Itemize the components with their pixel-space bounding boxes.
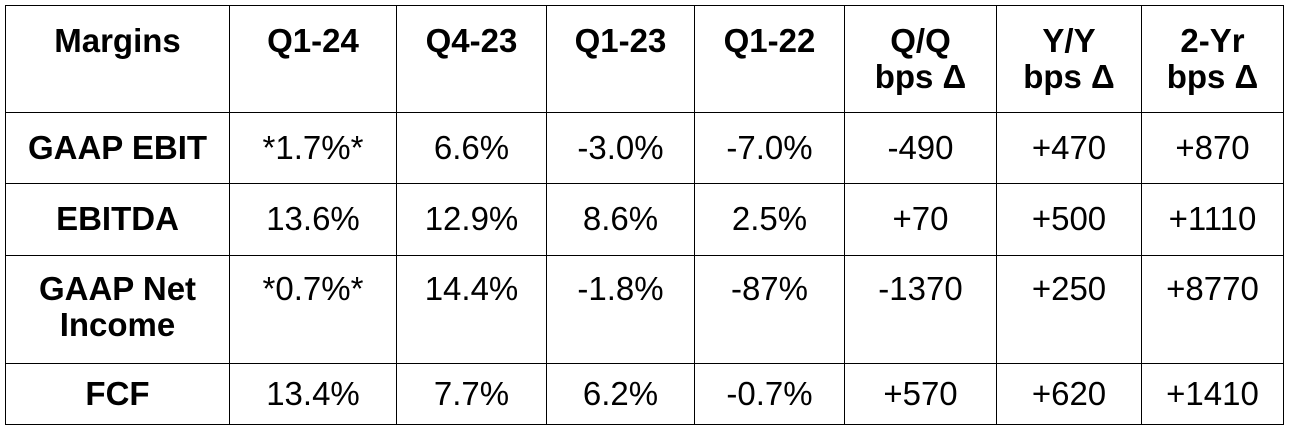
- table-cell: +470: [996, 112, 1142, 184]
- column-header-4: Q1-22: [694, 5, 845, 113]
- column-header-5: Q/Q bps Δ: [844, 5, 997, 113]
- table-cell: 2.5%: [694, 183, 845, 256]
- table-cell: +620: [996, 363, 1142, 425]
- margins-table: Margins Q1-24 Q4-23 Q1-23 Q1-22 Q/Q bps Δ Y/Y bp…: [5, 5, 1284, 425]
- column-header-0: Margins: [5, 5, 230, 113]
- table-cell: +870: [1141, 112, 1284, 184]
- table-cell: +1410: [1141, 363, 1284, 425]
- column-header-1: Q1-24: [229, 5, 397, 113]
- table-cell: *0.7%*: [229, 255, 397, 364]
- table-cell: 14.4%: [396, 255, 547, 364]
- table-cell: *1.7%*: [229, 112, 397, 184]
- table-row: GAAP EBIT *1.7%* 6.6% -3.0% -7.0% -490 +470 +87…: [5, 112, 1284, 184]
- table-cell: 8.6%: [546, 183, 695, 256]
- table-cell: -490: [844, 112, 997, 184]
- column-header-3: Q1-23: [546, 5, 695, 113]
- table-cell: 6.6%: [396, 112, 547, 184]
- table-cell: -7.0%: [694, 112, 845, 184]
- row-label: EBITDA: [5, 183, 230, 256]
- row-label: GAAP Net Income: [5, 255, 230, 364]
- table-cell: +8770: [1141, 255, 1284, 364]
- table-cell: -0.7%: [694, 363, 845, 425]
- table-cell: -87%: [694, 255, 845, 364]
- table-cell: 13.4%: [229, 363, 397, 425]
- row-label: GAAP EBIT: [5, 112, 230, 184]
- table-cell: +250: [996, 255, 1142, 364]
- table-cell: 7.7%: [396, 363, 547, 425]
- table-row: GAAP Net Income *0.7%* 14.4% -1.8% -87% -1370 +…: [5, 255, 1284, 364]
- table-cell: -1370: [844, 255, 997, 364]
- table-cell: 13.6%: [229, 183, 397, 256]
- table-row: FCF 13.4% 7.7% 6.2% -0.7% +570 +620 +1410: [5, 363, 1284, 425]
- column-header-2: Q4-23: [396, 5, 547, 113]
- header-row: Margins Q1-24 Q4-23 Q1-23 Q1-22 Q/Q bps Δ Y/Y bp…: [5, 5, 1284, 113]
- margins-table-container: Margins Q1-24 Q4-23 Q1-23 Q1-22 Q/Q bps Δ Y/Y bp…: [5, 5, 1284, 425]
- table-cell: +500: [996, 183, 1142, 256]
- table-cell: 6.2%: [546, 363, 695, 425]
- table-row: EBITDA 13.6% 12.9% 8.6% 2.5% +70 +500 +1110: [5, 183, 1284, 256]
- table-cell: +70: [844, 183, 997, 256]
- table-cell: -3.0%: [546, 112, 695, 184]
- table-cell: 12.9%: [396, 183, 547, 256]
- column-header-6: Y/Y bps Δ: [996, 5, 1142, 113]
- table-cell: -1.8%: [546, 255, 695, 364]
- table-cell: +570: [844, 363, 997, 425]
- table-body: GAAP EBIT *1.7%* 6.6% -3.0% -7.0% -490 +470 +87…: [5, 112, 1284, 425]
- column-header-7: 2-Yr bps Δ: [1141, 5, 1284, 113]
- table-cell: +1110: [1141, 183, 1284, 256]
- row-label: FCF: [5, 363, 230, 425]
